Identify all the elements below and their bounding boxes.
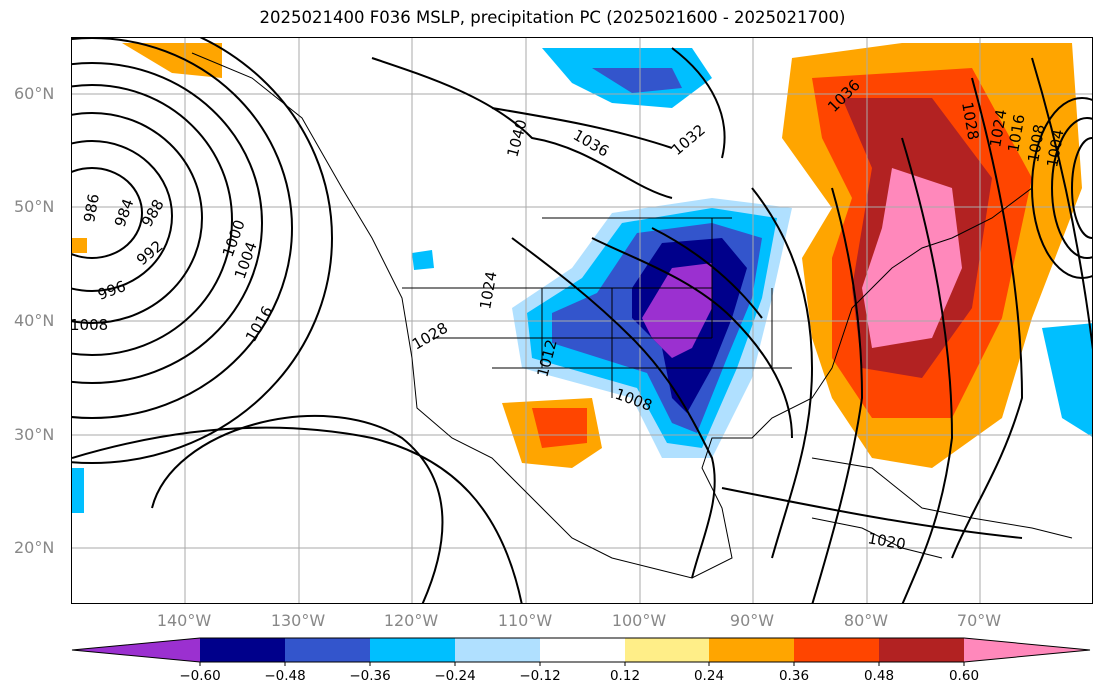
colorbar-tick-label: 0.48 — [863, 668, 895, 684]
colorbar-segment — [200, 638, 285, 662]
precip-patch-pacific-nw — [122, 43, 222, 78]
lon-label-120w: 120°W — [383, 611, 439, 630]
colorbar-segment — [72, 638, 200, 662]
coastlines — [191, 52, 1073, 579]
lon-label-110w: 110°W — [497, 611, 553, 630]
precip-patch-pacific-sw — [72, 468, 84, 513]
lat-label-20n: 20°N — [14, 538, 55, 557]
colorbar-tick-label: −0.12 — [519, 668, 561, 684]
colorbar-tick-label: −0.24 — [434, 668, 476, 684]
colorbar-tick-label: 0.36 — [778, 668, 810, 684]
lat-label-60n: 60°N — [14, 84, 55, 103]
isobar-label: 1008 — [72, 316, 108, 334]
precip-fill-layer — [72, 43, 1092, 513]
isobar-label: 1016 — [242, 303, 277, 345]
isobar-label: 996 — [95, 277, 128, 304]
precip-patch-west — [412, 250, 434, 270]
lon-label-140w: 140°W — [156, 611, 212, 630]
colorbar-tick-label: −0.36 — [349, 668, 391, 684]
colorbar-tick-label: 0.24 — [693, 668, 725, 684]
chart-title: 2025021400 F036 MSLP, precipitation PC (… — [259, 8, 846, 27]
precip-positive-sw-red — [532, 408, 587, 448]
colorbar-segment — [625, 638, 709, 662]
colorbar-segments — [71, 637, 1091, 666]
precip-negative-purple — [642, 263, 712, 358]
colorbar-tick-label: −0.60 — [179, 668, 221, 684]
map-canvas: 986 984 988 992 996 1000 1004 1008 1016 … — [72, 38, 1092, 603]
colorbar-segment — [879, 638, 964, 662]
isobar-label: 984 — [111, 196, 138, 229]
lon-label-130w: 130°W — [270, 611, 326, 630]
colorbar-segment — [709, 638, 794, 662]
lat-label-50n: 50°N — [14, 197, 55, 216]
colorbar — [71, 637, 1091, 666]
isobar-label: 1028 — [409, 319, 451, 354]
isobars — [72, 38, 1092, 603]
colorbar-segment — [794, 638, 879, 662]
isobar-label: 988 — [138, 196, 168, 230]
isobar-label: 1020 — [866, 529, 907, 553]
graticule — [72, 38, 1092, 603]
precip-negative-canada-inner — [592, 68, 682, 93]
isobar-label: 1036 — [570, 126, 612, 161]
colorbar-tick-label: −0.48 — [264, 668, 306, 684]
colorbar-segment — [285, 638, 370, 662]
precip-positive-pink — [862, 168, 962, 348]
lat-label-30n: 30°N — [14, 425, 55, 444]
isobar-label: 986 — [80, 192, 103, 223]
colorbar-segment — [455, 638, 540, 662]
lon-label-70w: 70°W — [956, 611, 1002, 630]
precip-patch-atlantic — [1042, 323, 1092, 437]
isobar-label: 1040 — [503, 117, 530, 159]
precip-patch-pacific-w — [72, 238, 87, 253]
lon-label-100w: 100°W — [611, 611, 667, 630]
map-panel[interactable]: 986 984 988 992 996 1000 1004 1008 1016 … — [71, 37, 1093, 604]
colorbar-segment — [370, 638, 455, 662]
colorbar-tick-label: 0.12 — [609, 668, 641, 684]
lon-label-90w: 90°W — [729, 611, 775, 630]
isobar-label: 992 — [133, 237, 167, 269]
lon-label-80w: 80°W — [843, 611, 889, 630]
isobar-label: 1032 — [668, 121, 709, 159]
colorbar-segment — [964, 638, 1090, 662]
lat-label-40n: 40°N — [14, 311, 55, 330]
colorbar-tick-label: 0.60 — [948, 668, 980, 684]
colorbar-segment — [540, 638, 625, 662]
isobar-label: 1024 — [476, 270, 500, 311]
